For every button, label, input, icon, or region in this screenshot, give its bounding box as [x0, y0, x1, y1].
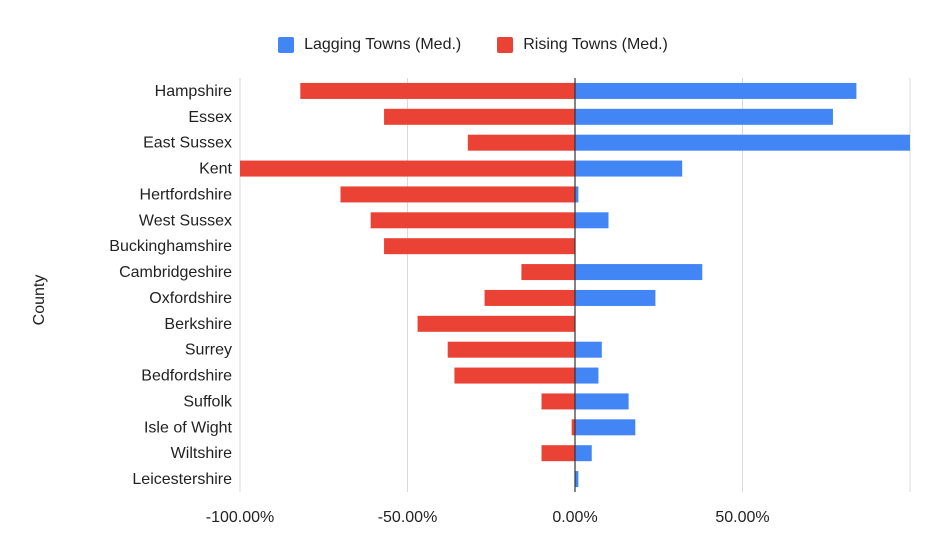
x-tick-label-1: -50.00% — [378, 509, 438, 526]
rising-bar-14 — [541, 445, 575, 462]
legend-item-lagging[interactable]: Lagging Towns (Med.) — [278, 36, 461, 54]
rising-bar-7 — [521, 264, 575, 281]
y-tick-label-15: Leicestershire — [132, 471, 232, 488]
y-tick-label-0: Hampshire — [155, 83, 232, 100]
y-tick-label-13: Isle of Wight — [144, 419, 233, 436]
y-tick-label-14: Wiltshire — [171, 445, 232, 462]
y-tick-label-8: Oxfordshire — [149, 290, 232, 307]
lagging-bar-1 — [575, 108, 833, 125]
rising-bar-2 — [467, 134, 575, 151]
lagging-bar-12 — [575, 393, 629, 410]
rising-bar-1 — [384, 108, 575, 125]
lagging-bar-3 — [575, 160, 683, 177]
lagging-bar-7 — [575, 264, 703, 281]
legend-swatch-lagging — [278, 37, 295, 53]
rising-bar-12 — [541, 393, 575, 410]
rising-bar-10 — [447, 341, 575, 358]
y-tick-label-12: Suffolk — [183, 393, 233, 410]
x-tick-label-3: 50.00% — [715, 509, 769, 526]
rising-bar-3 — [240, 160, 575, 177]
rising-bar-5 — [370, 212, 575, 229]
lagging-bar-4 — [575, 186, 579, 203]
lagging-bar-14 — [575, 445, 592, 462]
y-tick-label-7: Cambridgeshire — [119, 264, 232, 281]
y-tick-label-6: Buckinghamshire — [109, 238, 232, 255]
y-tick-label-4: Hertfordshire — [140, 186, 233, 203]
y-tick-label-3: Kent — [199, 161, 232, 178]
rising-bar-11 — [454, 367, 575, 384]
rising-bar-8 — [484, 289, 575, 306]
legend-label-rising: Rising Towns (Med.) — [523, 36, 668, 53]
x-tick-label-2: 0.00% — [552, 509, 597, 526]
lagging-bar-15 — [575, 471, 579, 488]
rising-bar-0 — [300, 82, 575, 99]
legend-label-lagging: Lagging Towns (Med.) — [304, 36, 462, 53]
y-tick-label-2: East Sussex — [143, 135, 232, 152]
rising-bar-6 — [384, 238, 575, 255]
lagging-bar-10 — [575, 341, 602, 358]
x-tick-label-0: -100.00% — [206, 509, 275, 526]
y-tick-label-11: Bedfordshire — [141, 368, 232, 385]
chart-legend: Lagging Towns (Med.) Rising Towns (Med.) — [0, 36, 946, 54]
lagging-bar-0 — [575, 82, 857, 99]
y-tick-label-5: West Sussex — [139, 212, 232, 229]
rising-bar-4 — [340, 186, 575, 203]
lagging-bar-8 — [575, 289, 656, 306]
legend-swatch-rising — [497, 37, 514, 53]
lagging-bar-11 — [575, 367, 599, 384]
y-tick-label-10: Surrey — [185, 342, 232, 359]
rising-bar-13 — [571, 419, 575, 436]
y-tick-label-9: Berkshire — [164, 316, 232, 333]
lagging-bar-5 — [575, 212, 609, 229]
rising-bar-9 — [417, 315, 575, 332]
y-tick-label-1: Essex — [188, 109, 232, 126]
lagging-bar-13 — [575, 419, 636, 436]
lagging-bar-2 — [575, 134, 910, 151]
legend-item-rising[interactable]: Rising Towns (Med.) — [497, 36, 668, 54]
